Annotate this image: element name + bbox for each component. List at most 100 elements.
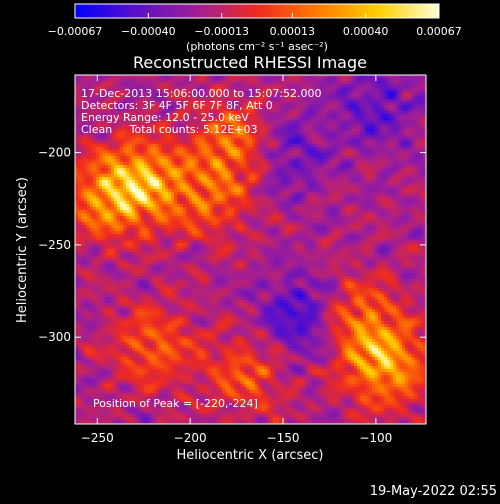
heatmap-cell (195, 147, 198, 150)
heatmap-cell (162, 279, 165, 282)
heatmap-cell (174, 348, 177, 351)
heatmap-cell (153, 138, 156, 141)
heatmap-cell (129, 243, 132, 246)
heatmap-cell (81, 336, 84, 339)
heatmap-cell (129, 315, 132, 318)
heatmap-cell (102, 147, 105, 150)
heatmap-cell (111, 207, 114, 210)
heatmap-cell (78, 381, 81, 384)
heatmap-cell (153, 354, 156, 357)
heatmap-cell (186, 165, 189, 168)
heatmap-cell (192, 258, 195, 261)
heatmap-cell (153, 222, 156, 225)
heatmap-cell (126, 219, 129, 222)
heatmap-cell (192, 240, 195, 243)
heatmap-cell (81, 351, 84, 354)
heatmap-cell (108, 246, 111, 249)
heatmap-cell (99, 384, 102, 387)
heatmap-cell (78, 321, 81, 324)
heatmap-cell (129, 222, 132, 225)
heatmap-cell (99, 162, 102, 165)
heatmap-cell (111, 156, 114, 159)
heatmap-cell (180, 276, 183, 279)
heatmap-cell (129, 387, 132, 390)
heatmap-cell (102, 300, 105, 303)
heatmap-cell (153, 168, 156, 171)
heatmap-cell (123, 81, 126, 84)
heatmap-cell (138, 312, 141, 315)
heatmap-cell (138, 303, 141, 306)
heatmap-cell (96, 411, 99, 414)
heatmap-cell (201, 159, 204, 162)
heatmap-cell (78, 201, 81, 204)
heatmap-cell (177, 252, 180, 255)
heatmap-cell (111, 225, 114, 228)
heatmap-cell (123, 306, 126, 309)
heatmap-cell (195, 216, 198, 219)
heatmap-cell (159, 78, 162, 81)
heatmap-cell (165, 366, 168, 369)
heatmap-cell (93, 279, 96, 282)
heatmap-cell (90, 192, 93, 195)
heatmap-cell (81, 417, 84, 420)
heatmap-cell (117, 417, 120, 420)
heatmap-cell (81, 207, 84, 210)
heatmap-cell (138, 255, 141, 258)
heatmap-cell (162, 252, 165, 255)
heatmap-cell (171, 81, 174, 84)
heatmap-cell (90, 354, 93, 357)
heatmap-cell (198, 252, 201, 255)
heatmap-cell (114, 420, 117, 423)
heatmap-cell (198, 336, 201, 339)
heatmap-cell (132, 306, 135, 309)
heatmap-cell (192, 225, 195, 228)
heatmap-cell (165, 252, 168, 255)
heatmap-cell (162, 420, 165, 423)
heatmap-cell (159, 264, 162, 267)
heatmap-cell (144, 387, 147, 390)
heatmap-cell (174, 378, 177, 381)
heatmap-cell (186, 390, 189, 393)
heatmap-cell (159, 411, 162, 414)
heatmap-cell (78, 153, 81, 156)
heatmap-cell (117, 165, 120, 168)
heatmap-cell (186, 159, 189, 162)
heatmap-cell (132, 243, 135, 246)
heatmap-cell (114, 393, 117, 396)
heatmap-cell (156, 330, 159, 333)
heatmap-cell (81, 381, 84, 384)
heatmap-cell (183, 180, 186, 183)
heatmap-cell (201, 81, 204, 84)
heatmap-cell (141, 339, 144, 342)
heatmap-cell (156, 303, 159, 306)
heatmap-cell (192, 234, 195, 237)
heatmap-cell (171, 354, 174, 357)
heatmap-cell (114, 237, 117, 240)
heatmap-cell (102, 261, 105, 264)
heatmap-cell (108, 228, 111, 231)
heatmap-cell (117, 285, 120, 288)
heatmap-cell (171, 207, 174, 210)
heatmap-cell (126, 177, 129, 180)
heatmap-cell (117, 261, 120, 264)
heatmap-cell (90, 180, 93, 183)
heatmap-cell (171, 147, 174, 150)
heatmap-cell (186, 174, 189, 177)
heatmap-cell (147, 336, 150, 339)
heatmap-cell (156, 153, 159, 156)
heatmap-cell (195, 150, 198, 153)
heatmap-cell (129, 357, 132, 360)
heatmap-cell (132, 324, 135, 327)
heatmap-cell (120, 360, 123, 363)
heatmap-cell (87, 78, 90, 81)
heatmap-cell (174, 222, 177, 225)
heatmap-cell (192, 354, 195, 357)
heatmap-cell (132, 414, 135, 417)
heatmap-cell (78, 234, 81, 237)
heatmap-cell (171, 294, 174, 297)
heatmap-cell (93, 81, 96, 84)
heatmap-cell (111, 186, 114, 189)
heatmap-cell (129, 213, 132, 216)
heatmap-cell (123, 336, 126, 339)
heatmap-cell (183, 225, 186, 228)
